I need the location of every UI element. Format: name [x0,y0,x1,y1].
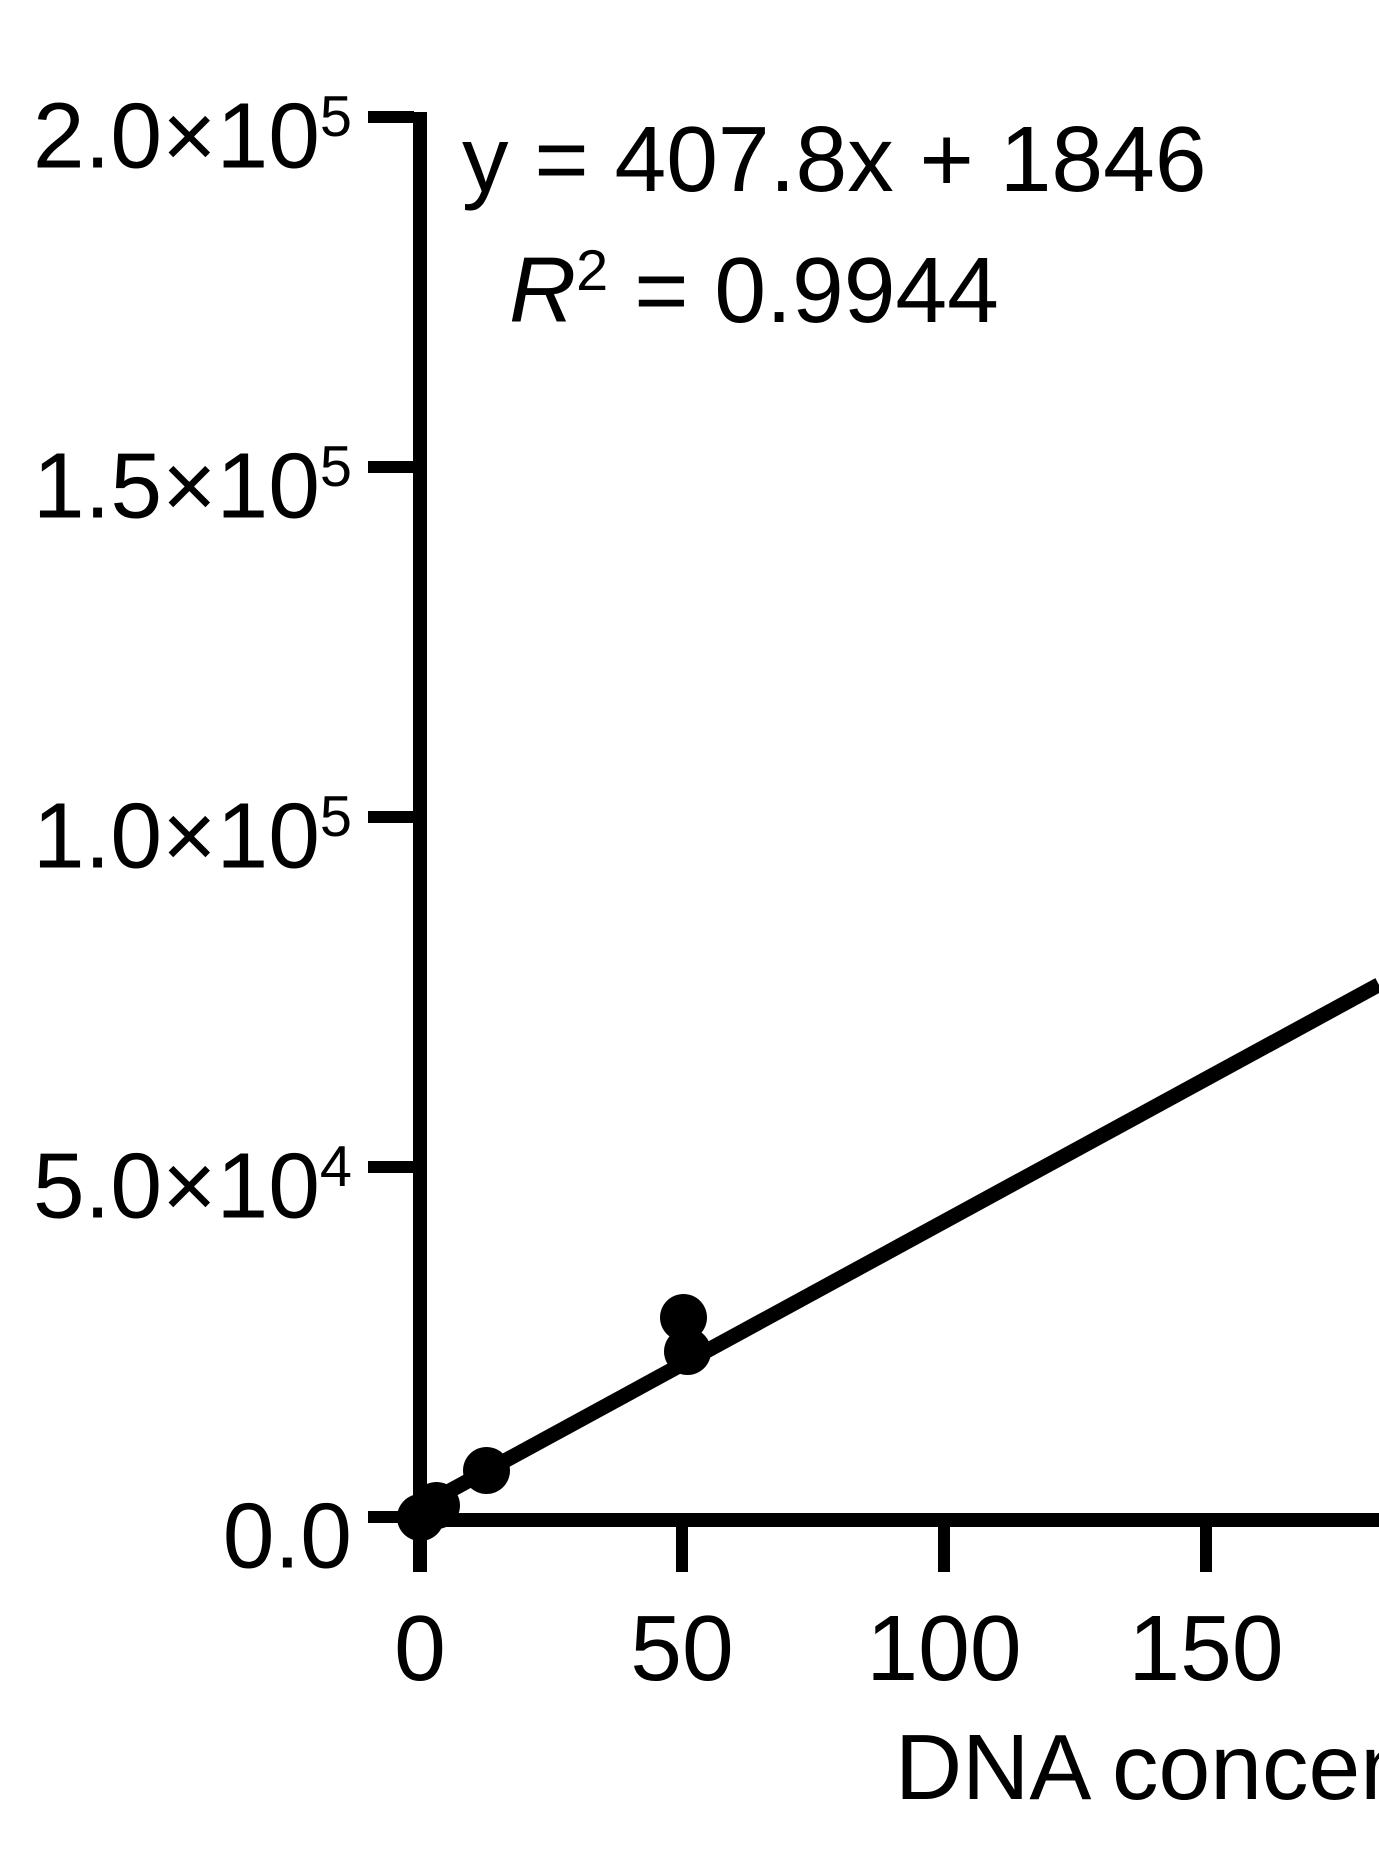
x-tick-label-100: 100 [866,1596,1022,1700]
data-point [663,1327,711,1375]
r-value: = 0.9944 [634,237,999,342]
r-exponent: 2 [576,239,609,303]
data-point [462,1446,510,1494]
x-tick-label-0: 0 [394,1596,446,1700]
y-tick-50000 [368,1161,414,1173]
x-axis-title: DNA concen [895,1715,1379,1819]
y-tick-label-150000: 1.5×105 [32,433,352,538]
y-tick-label-0: 0.0 [222,1483,352,1588]
y-tick-200000 [368,111,414,123]
x-tick-50 [676,1527,688,1572]
r-squared-text: R2 = 0.9944 [462,215,1207,346]
y-tick-100000 [368,811,414,823]
y-tick-label-50000: 5.0×104 [32,1133,352,1238]
data-point [413,1481,461,1529]
regression-line [424,978,1379,1510]
y-axis-line [413,112,427,1572]
x-tick-label-50: 50 [630,1596,734,1700]
x-tick-100 [938,1527,950,1572]
y-tick-label-200000: 2.0×105 [32,83,352,188]
x-tick-label-150: 150 [1128,1596,1284,1700]
y-tick-label-100000: 1.0×105 [32,783,352,888]
x-tick-150 [1200,1527,1212,1572]
fit-annotation: y = 407.8x + 1846 R2 = 0.9944 [462,103,1207,346]
r-symbol: R [509,237,577,342]
fit-equation-text: y = 407.8x + 1846 [462,107,1207,211]
x-axis-line [413,1513,1379,1527]
y-tick-150000 [368,461,414,473]
